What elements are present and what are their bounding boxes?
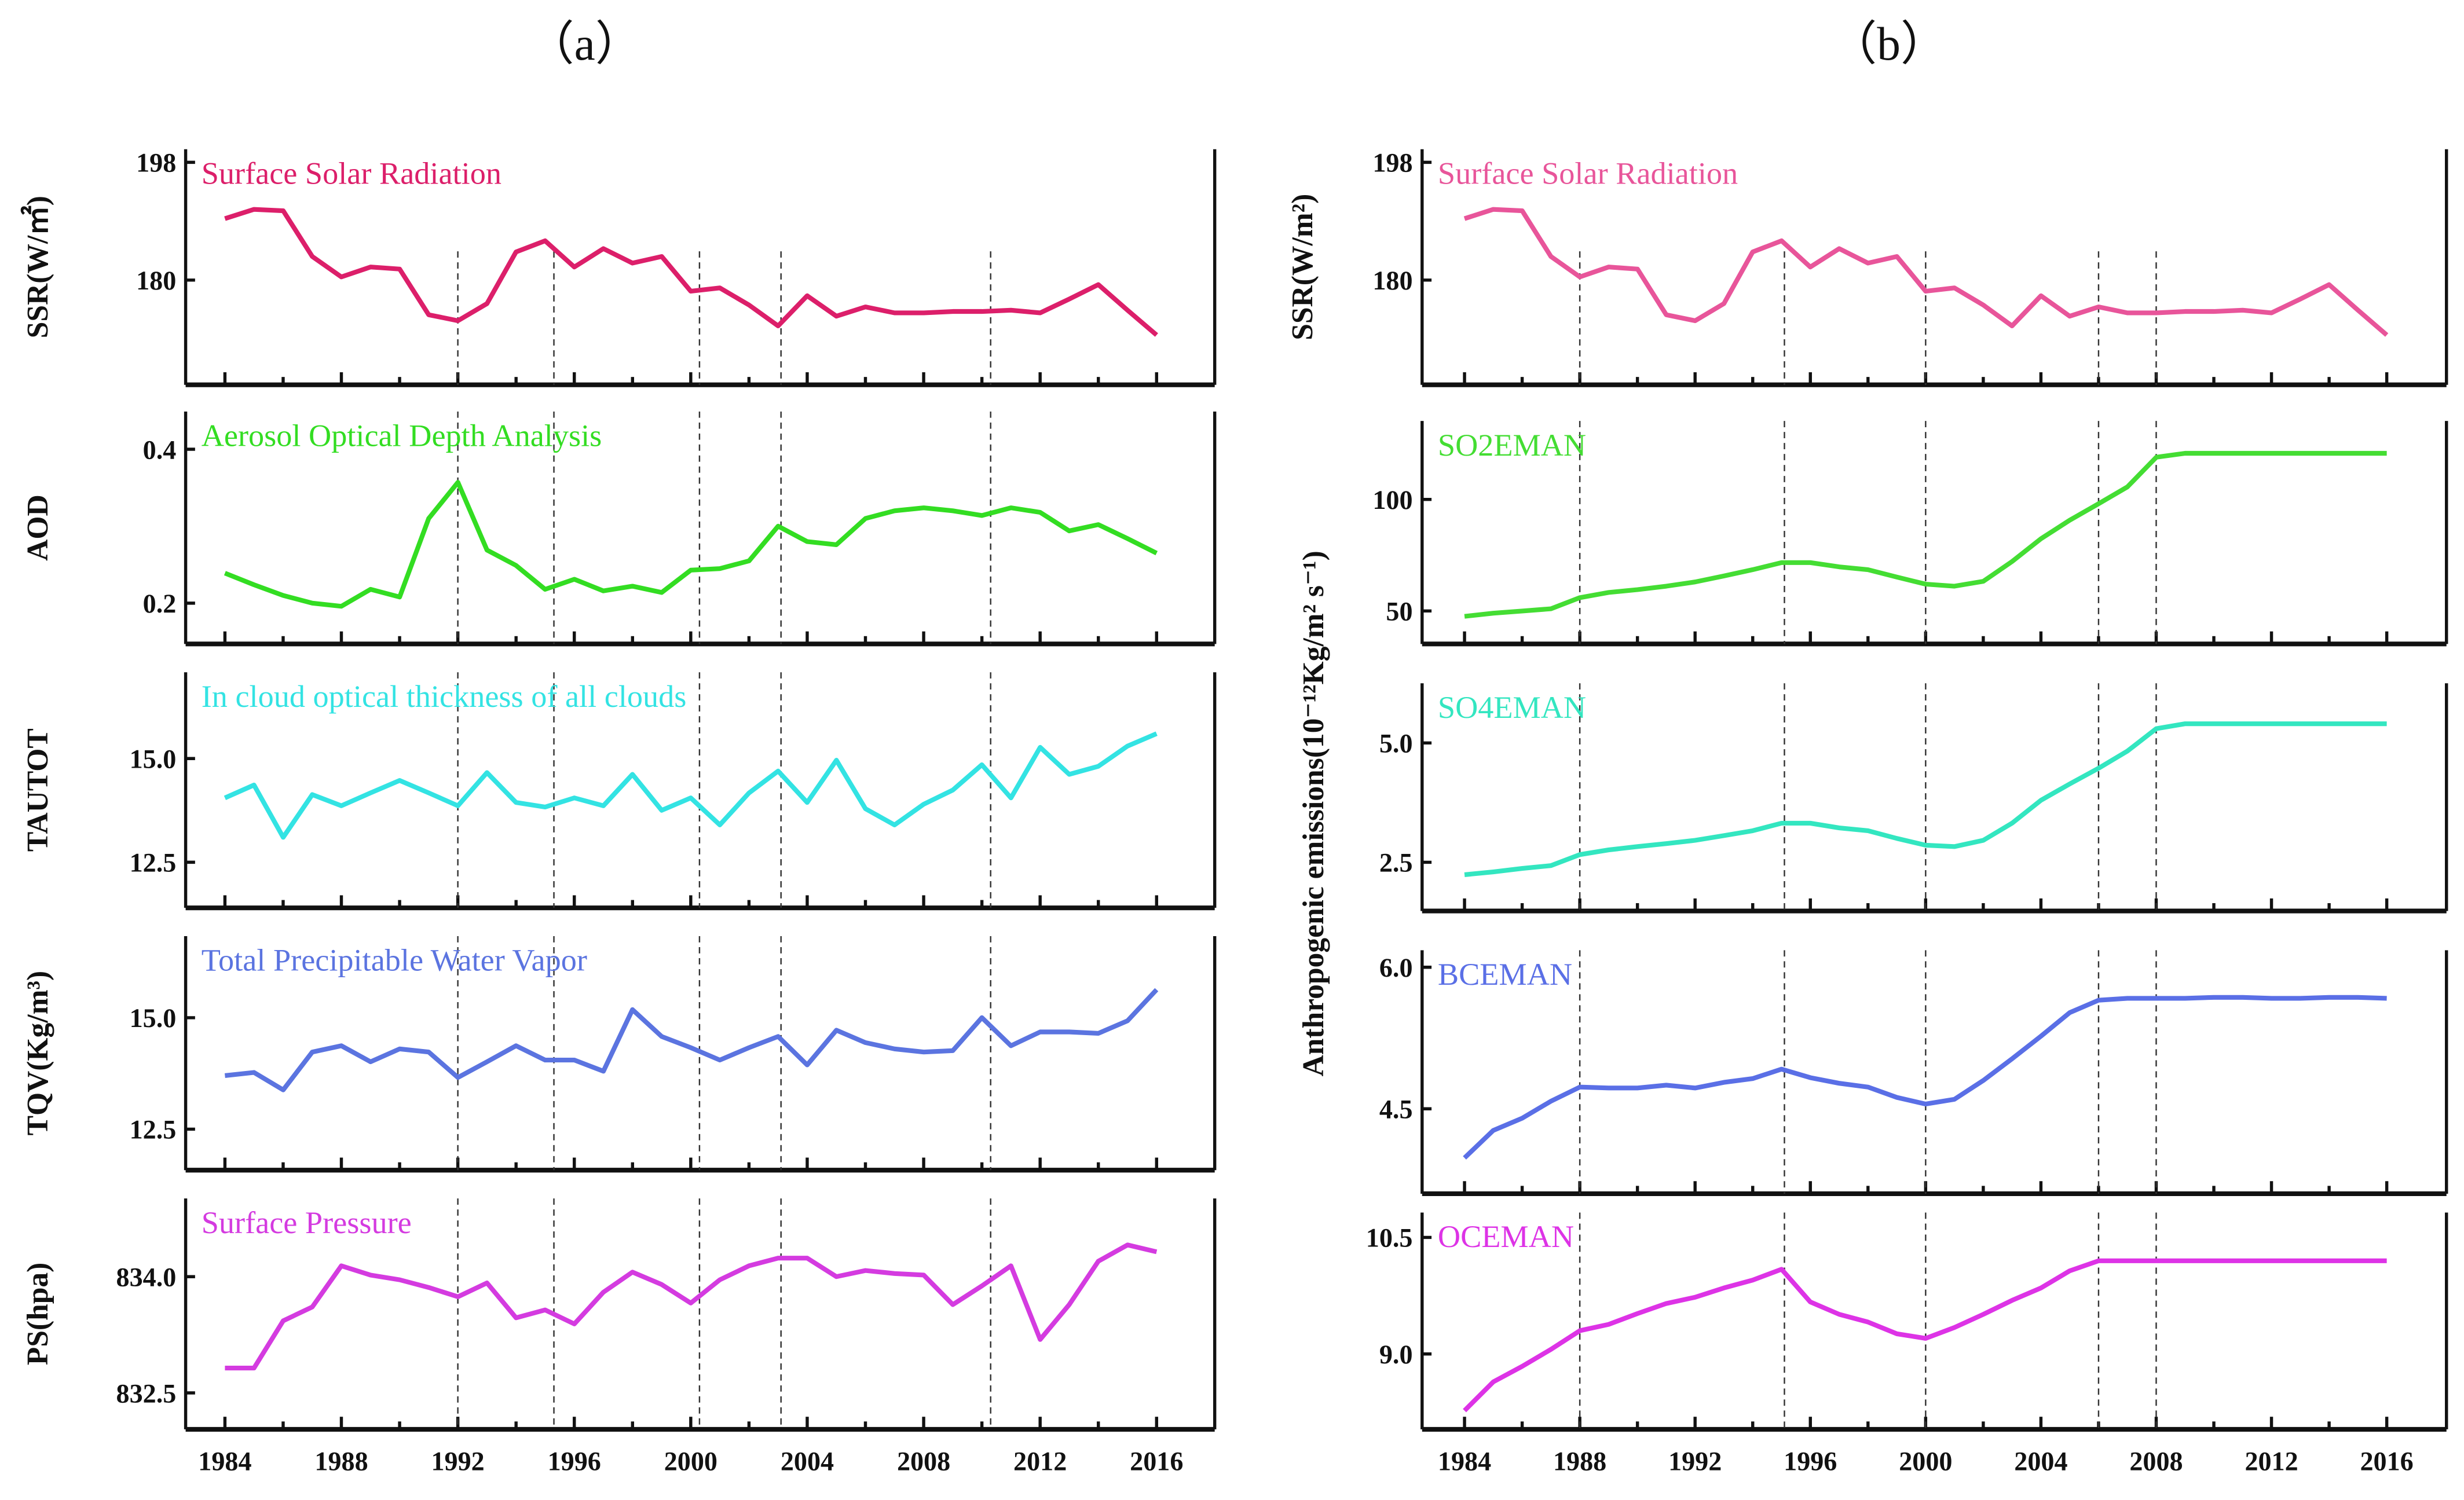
y-tick-label: 180 [136,266,176,295]
panel-a-title: （a） [527,17,642,70]
series-line [225,1242,1158,1371]
panel-b-3: 2.5 5.0 SO4EMAN [1379,683,2448,914]
panel-a-1: 180 198 Surface Solar Radiation SSR(W/㎡) [21,148,1217,387]
x-tick-label: 2012 [2245,1446,2298,1476]
series-label: In cloud optical thickness of all clouds [202,679,687,714]
series-line [224,988,1159,1092]
series-label: Surface Solar Radiation [202,156,501,190]
panel-a-2: 0.2 0.4 Aerosol Optical Depth Analysis AOD [21,411,1217,647]
panel-b-5: 9.0 10.5 OCEMAN 1984 1988 1992 1996 2000 2004 200… [1366,1212,2448,1476]
series-label: Surface Pressure [202,1205,412,1240]
y-axis-label: AOD [21,494,54,561]
y-tick-label: 4.5 [1379,1095,1413,1124]
y-tick-label: 834.0 [116,1263,177,1292]
y-tick-label: 50 [1386,597,1412,626]
x-tick-label: 1988 [314,1446,368,1476]
shared-emissions-ylabel: Anthropogenic emissions(10⁻¹²Kg/m² s⁻¹) [1297,551,1330,1076]
series-label: SO2EMAN [1438,428,1586,463]
x-tick-label: 1996 [1784,1446,1837,1476]
y-tick-label: 15.0 [130,745,177,774]
y-axis-label: SSR(W/㎡) [21,196,54,338]
y-tick-label: 0.4 [143,435,177,464]
series-label: BCEMAN [1438,957,1572,992]
series-label: Surface Solar Radiation [1438,156,1738,190]
y-tick-label: 180 [1372,266,1412,295]
y-tick-label: 10.5 [1366,1223,1413,1253]
x-tick-label: 1996 [548,1446,601,1476]
x-tick-label: 2004 [781,1446,834,1476]
y-tick-label: 100 [1372,485,1412,515]
x-tick-label: 1984 [1438,1446,1491,1476]
y-tick-label: 198 [136,148,176,178]
x-tick-label: 2016 [2360,1446,2414,1476]
x-tick-label: 2000 [664,1446,717,1476]
x-tick-label: 2016 [1130,1446,1183,1476]
panel-a-3: 12.5 15.0 In cloud optical thickness of al… [21,672,1217,911]
series-line [1463,207,2389,337]
y-tick-label: 832.5 [116,1378,177,1408]
x-tick-label: 2012 [1013,1446,1067,1476]
x-tick-label: 2004 [2014,1446,2067,1476]
x-tick-label: 1992 [431,1446,485,1476]
y-axis-label: TQV(Kg/m³) [21,971,54,1136]
x-tick-label: 1992 [1668,1446,1722,1476]
panel-b-4: 4.5 6.0 BCEMAN [1379,950,2448,1197]
y-tick-label: 0.2 [143,589,177,618]
y-tick-label: 12.5 [130,848,177,878]
y-tick-label: 15.0 [130,1003,177,1033]
panel-b-2: 50 100 SO2EMAN [1372,421,2448,647]
y-tick-label: 5.0 [1379,729,1413,758]
y-tick-label: 6.0 [1379,953,1413,982]
series-line [1464,721,2387,877]
series-line [1464,450,2387,619]
y-tick-label: 12.5 [130,1115,177,1145]
y-axis-label: SSR(W/m²) [1286,194,1319,340]
series-label: Total Precipitable Water Vapor [202,943,587,978]
x-tick-label: 1984 [198,1446,251,1476]
series-line [224,731,1158,840]
y-axis-label: PS(hpa) [21,1263,54,1366]
x-tick-label: 2008 [897,1446,950,1476]
series-label: Aerosol Optical Depth Analysis [202,419,602,453]
y-axis-label: TAUTOT [21,728,54,852]
series-line [224,480,1158,609]
x-tick-label: 1988 [1553,1446,1606,1476]
series-label: OCEMAN [1438,1219,1574,1254]
x-tick-label: 2000 [1899,1446,1952,1476]
panel-b-1: 180 198 Surface Solar Radiation SSR(W/m²) [1286,148,2448,387]
y-tick-label: 2.5 [1379,848,1413,878]
series-line [1463,1258,2387,1413]
panel-a-4: 12.5 15.0 Total Precipitable Water Vapor TQ… [21,936,1217,1173]
series-line [1463,995,2387,1160]
panel-a-5: 832.5 834.0 Surface Pressure PS(hpa) 1984 198… [21,1198,1217,1476]
panel-b-title: （b） [1830,17,1947,70]
series-label: SO4EMAN [1438,690,1586,725]
series-line [224,207,1158,337]
x-tick-label: 2008 [2129,1446,2183,1476]
y-tick-label: 198 [1372,148,1412,178]
y-tick-label: 9.0 [1379,1340,1413,1369]
